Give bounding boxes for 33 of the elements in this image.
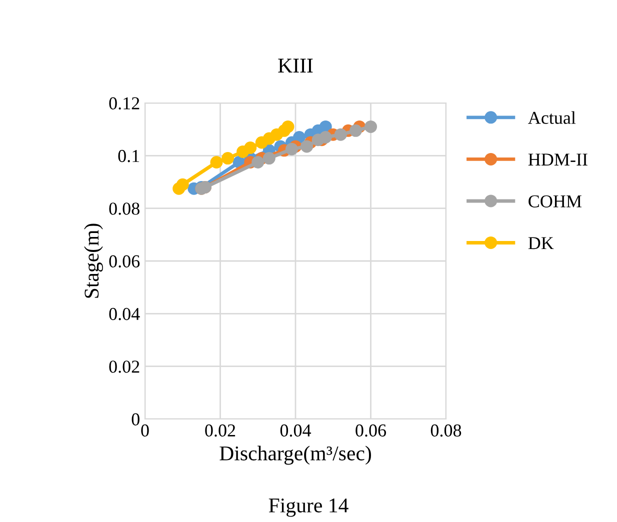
y-tick-label: 0.1	[118, 150, 140, 162]
legend-label: DK	[528, 237, 554, 250]
point	[244, 142, 257, 154]
point	[282, 120, 294, 133]
y-tick-label: 0.12	[109, 97, 140, 110]
point	[334, 128, 347, 141]
legend-label: COHM	[528, 195, 582, 208]
y-tick-label: 0.06	[109, 255, 140, 268]
point	[285, 142, 298, 156]
point	[262, 152, 276, 165]
point	[176, 178, 189, 191]
caption: Figure 14	[268, 498, 348, 517]
y-tick-label: 0.04	[109, 308, 140, 320]
point	[252, 156, 264, 168]
point	[349, 124, 362, 137]
y-tick-label: 0.02	[109, 360, 140, 373]
x-axis-title: Discharge(m³/sec)	[220, 446, 371, 465]
x-tick-label: 0.06	[356, 424, 386, 437]
point	[319, 130, 332, 144]
chart-title: KIII	[278, 58, 313, 72]
x-tick-label: 0	[141, 424, 149, 437]
point	[300, 140, 314, 153]
y-axis-title: Stage(m)	[84, 224, 103, 298]
point	[210, 156, 223, 168]
y-tick-label: 0.08	[109, 202, 140, 215]
legend-label: HDM-II	[528, 154, 588, 166]
x-tick-label: 0.02	[205, 424, 236, 437]
y-tick-label: 0	[132, 413, 140, 426]
x-tick-label: 0.04	[280, 424, 312, 437]
point	[364, 120, 377, 133]
x-tick-label: 0.08	[430, 424, 462, 437]
point	[222, 152, 234, 165]
legend-label: Actual	[528, 111, 576, 124]
